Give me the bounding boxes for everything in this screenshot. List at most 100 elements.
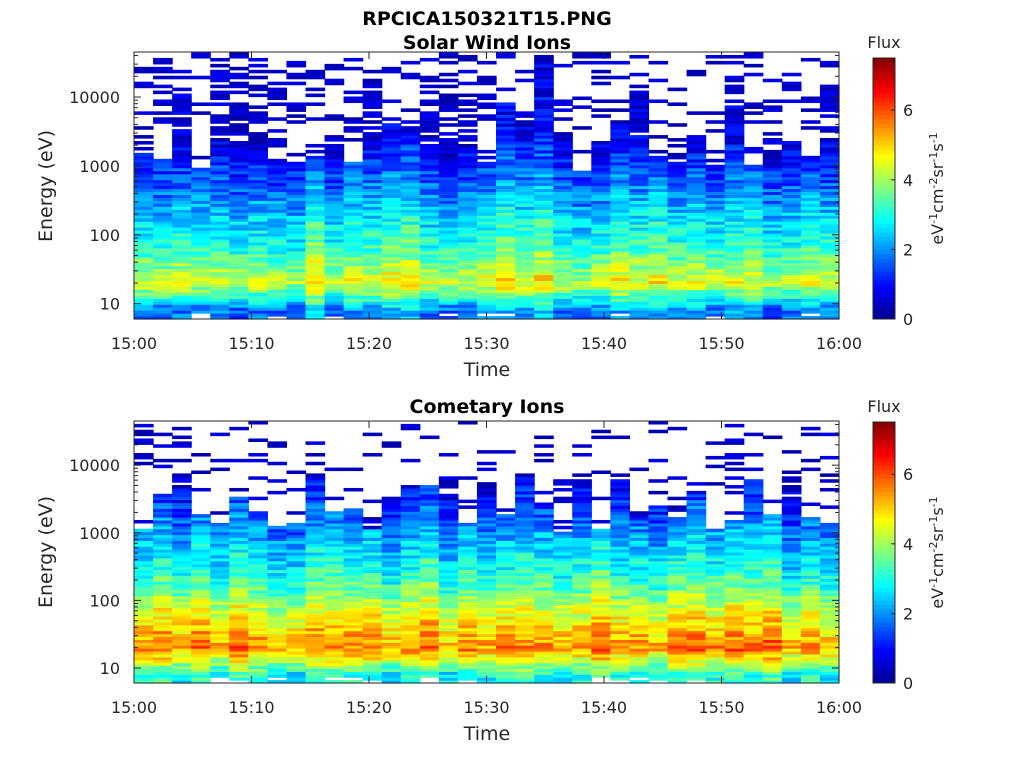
heatmap-cell [743,566,764,571]
heatmap-cell [781,543,802,547]
x-tick-label: 15:40 [581,334,627,353]
heatmap-cell [286,511,307,515]
heatmap-cell [686,286,707,290]
heatmap-cell [191,298,211,302]
heatmap-cell [438,636,459,640]
heatmap-cell [572,557,592,562]
heatmap-cells [134,52,840,320]
heatmap-cell [686,662,707,667]
colorbar-segment [873,140,895,146]
heatmap-cell [724,674,745,678]
heatmap-cell [362,149,383,154]
heatmap-cell [381,218,402,222]
heatmap-cell [515,578,535,582]
heatmap-cell [762,224,783,228]
heatmap-cell [438,621,459,626]
heatmap-cell [362,102,383,106]
heatmap-cell [496,557,516,562]
heatmap-cell [267,540,288,544]
heatmap-cell [248,584,268,588]
heatmap-cell [648,120,669,124]
heatmap-cell [400,505,421,509]
heatmap-cell [591,531,611,536]
heatmap-cell [572,283,592,287]
heatmap-cell [343,525,364,530]
heatmap-cell [781,560,802,565]
heatmap-cell [572,592,592,597]
heatmap-cell [515,531,535,536]
heatmap-cell [362,531,383,536]
heatmap-cell [343,566,364,571]
heatmap-cell [686,200,707,204]
heatmap-cell [343,598,364,603]
heatmap-cell [591,301,611,305]
heatmap-cell [286,677,307,681]
heatmap-cell [724,668,745,672]
heatmap-cell [534,132,554,136]
heatmap-cell [191,552,211,556]
heatmap-cell [705,247,726,252]
heatmap-cell [438,280,459,284]
heatmap-cell [591,552,611,556]
heatmap-cell [476,310,497,314]
heatmap-cell [343,578,364,582]
heatmap-cell [476,496,497,501]
heatmap-cell [724,173,745,178]
heatmap-cell [438,566,459,571]
heatmap-cell [419,143,440,148]
heatmap-cell [191,639,211,643]
heatmap-cell [229,274,249,279]
heatmap-cell [305,659,326,664]
heatmap-cell [800,167,821,172]
heatmap-cell [172,289,192,293]
heatmap-cell [381,179,402,184]
heatmap-cell [324,301,345,305]
heatmap-cell [343,592,364,597]
heatmap-cell [648,543,669,547]
heatmap-cell [210,671,230,675]
heatmap-cell [229,250,249,255]
heatmap-cell [476,105,497,109]
heatmap-cell [324,114,345,118]
heatmap-cell [457,247,478,252]
heatmap-cell [324,292,345,296]
heatmap-cell [248,87,268,92]
heatmap-cell [667,508,688,512]
heatmap-cell [724,569,745,573]
heatmap-cell [153,313,173,317]
heatmap-cell [343,90,364,95]
heatmap-cell [362,221,383,225]
heatmap-cell [153,653,173,658]
heatmap-cell [305,253,326,258]
y-tick-label: 10 [100,295,120,314]
heatmap-cell [515,607,535,611]
heatmap-cell [819,253,840,258]
heatmap-cell [400,557,421,562]
heatmap-cell [438,616,459,620]
heatmap-cell [210,528,230,533]
heatmap-cell [305,578,326,582]
heatmap-cell [381,528,402,533]
heatmap-cell [629,528,650,533]
heatmap-cell [705,592,726,597]
heatmap-cell [648,78,669,83]
heatmap-cell [210,93,230,98]
heatmap-cell [553,194,573,198]
heatmap-cell [210,546,230,550]
heatmap-cell [553,659,573,664]
heatmap-cell [724,301,745,305]
heatmap-cell [572,52,592,56]
heatmap-cell [229,677,249,681]
heatmap-cell [781,149,802,154]
heatmap-cell [438,54,459,59]
heatmap-cell [172,505,192,509]
heatmap-cell [324,650,345,655]
heatmap-cell [381,138,402,142]
heatmap-cell [286,212,307,216]
heatmap-cell [134,461,154,466]
heatmap-cell [724,170,745,175]
heatmap-cell [438,138,459,142]
heatmap-cell [534,642,554,646]
heatmap-cell [591,286,611,290]
heatmap-cell [496,209,516,213]
